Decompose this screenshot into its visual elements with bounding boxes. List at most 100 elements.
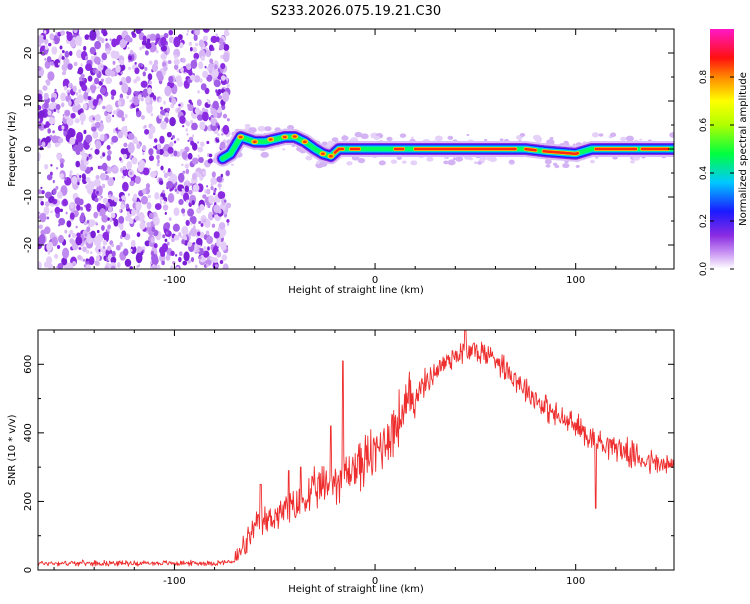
noise-speckle: [178, 102, 184, 109]
noise-speckle: [76, 232, 81, 238]
noise-speckle: [107, 224, 112, 230]
noise-speckle: [150, 236, 155, 244]
noise-speckle: [206, 98, 209, 101]
snr-background: [38, 330, 674, 570]
noise-speckle: [181, 239, 186, 245]
noise-speckle: [168, 97, 172, 101]
noise-speckle: [146, 103, 153, 114]
noise-speckle: [95, 140, 102, 150]
noise-speckle: [88, 256, 95, 266]
noise-speckle: [101, 29, 104, 34]
noise-speckle: [175, 75, 182, 84]
noise-speckle: [80, 159, 84, 165]
noise-speckle: [122, 181, 129, 192]
halo-speckle: [321, 141, 328, 146]
noise-speckle: [165, 254, 171, 261]
noise-speckle: [43, 39, 49, 44]
noise-speckle: [54, 142, 60, 148]
noise-speckle: [206, 235, 214, 245]
halo-speckle: [593, 134, 598, 138]
halo-speckle: [378, 160, 386, 166]
noise-speckle: [173, 140, 177, 144]
noise-speckle: [61, 257, 68, 266]
halo-speckle: [260, 151, 269, 158]
noise-speckle: [175, 253, 178, 257]
halo-speckle: [264, 126, 272, 132]
noise-speckle: [43, 30, 47, 34]
noise-speckle: [205, 50, 211, 58]
noise-speckle: [222, 263, 229, 269]
noise-speckle: [161, 260, 165, 266]
noise-speckle: [157, 159, 160, 164]
noise-speckle: [217, 133, 220, 137]
noise-speckle: [75, 92, 79, 96]
noise-speckle: [38, 189, 42, 195]
noise-speckle: [61, 102, 65, 108]
noise-speckle: [40, 186, 43, 190]
noise-speckle: [197, 90, 200, 94]
noise-speckle: [225, 202, 232, 209]
noise-speckle: [151, 226, 156, 233]
noise-speckle: [162, 170, 166, 174]
halo-speckle: [508, 159, 515, 164]
noise-speckle: [105, 202, 110, 208]
noise-speckle: [178, 103, 181, 107]
noise-speckle: [192, 172, 197, 180]
spec-ytick-label: 20: [23, 47, 34, 60]
noise-speckle: [149, 212, 154, 219]
noise-speckle: [55, 185, 59, 190]
noise-speckle: [164, 112, 170, 118]
noise-speckle: [172, 223, 180, 232]
noise-speckle: [213, 204, 221, 214]
noise-speckle: [197, 114, 204, 121]
noise-speckle: [58, 217, 66, 226]
noise-speckle: [173, 234, 180, 241]
noise-speckle: [181, 163, 184, 167]
noise-speckle: [167, 60, 172, 64]
noise-speckle: [43, 261, 49, 268]
halo-speckle: [390, 159, 398, 164]
noise-speckle: [221, 197, 227, 206]
noise-speckle: [185, 168, 190, 175]
noise-speckle: [60, 30, 66, 36]
noise-speckle: [190, 59, 198, 69]
noise-speckle: [170, 137, 173, 140]
noise-speckle: [46, 216, 50, 220]
noise-speckle: [71, 175, 78, 185]
noise-speckle: [38, 233, 46, 245]
noise-speckle: [83, 264, 87, 268]
noise-speckle: [187, 241, 193, 247]
colorbar-tick-label: 0.2: [699, 214, 709, 228]
noise-speckle: [111, 38, 118, 48]
noise-speckle: [185, 199, 189, 203]
noise-speckle: [111, 114, 115, 118]
colorbar: 0.0 0.2 0.4 0.6 0.8 Normalized spectral ampl…: [699, 29, 749, 276]
noise-speckle: [190, 256, 195, 263]
noise-speckle: [143, 125, 147, 129]
spectrogram-ylabel: Frequency (Hz): [7, 111, 18, 187]
noise-speckle: [41, 48, 44, 52]
noise-speckle: [222, 113, 228, 119]
noise-speckle: [86, 219, 90, 224]
noise-speckle: [156, 149, 160, 155]
noise-speckle: [160, 45, 168, 52]
snr-series-line: [38, 330, 674, 567]
noise-speckle: [62, 198, 68, 206]
noise-speckle: [130, 245, 137, 255]
noise-speckle: [206, 188, 211, 195]
noise-speckle: [177, 172, 185, 183]
noise-speckle: [191, 157, 199, 165]
noise-speckle: [96, 240, 102, 247]
ridge-blob-core: [268, 138, 273, 141]
noise-speckle: [94, 260, 99, 266]
halo-speckle: [549, 136, 554, 140]
noise-speckle: [92, 99, 98, 107]
noise-speckle: [94, 148, 100, 155]
noise-speckle: [134, 67, 140, 75]
noise-speckle: [202, 29, 210, 33]
noise-speckle: [211, 223, 216, 228]
noise-speckle: [216, 251, 222, 258]
noise-speckle: [110, 89, 117, 97]
noise-speckle: [206, 263, 209, 268]
halo-speckle: [630, 159, 636, 164]
